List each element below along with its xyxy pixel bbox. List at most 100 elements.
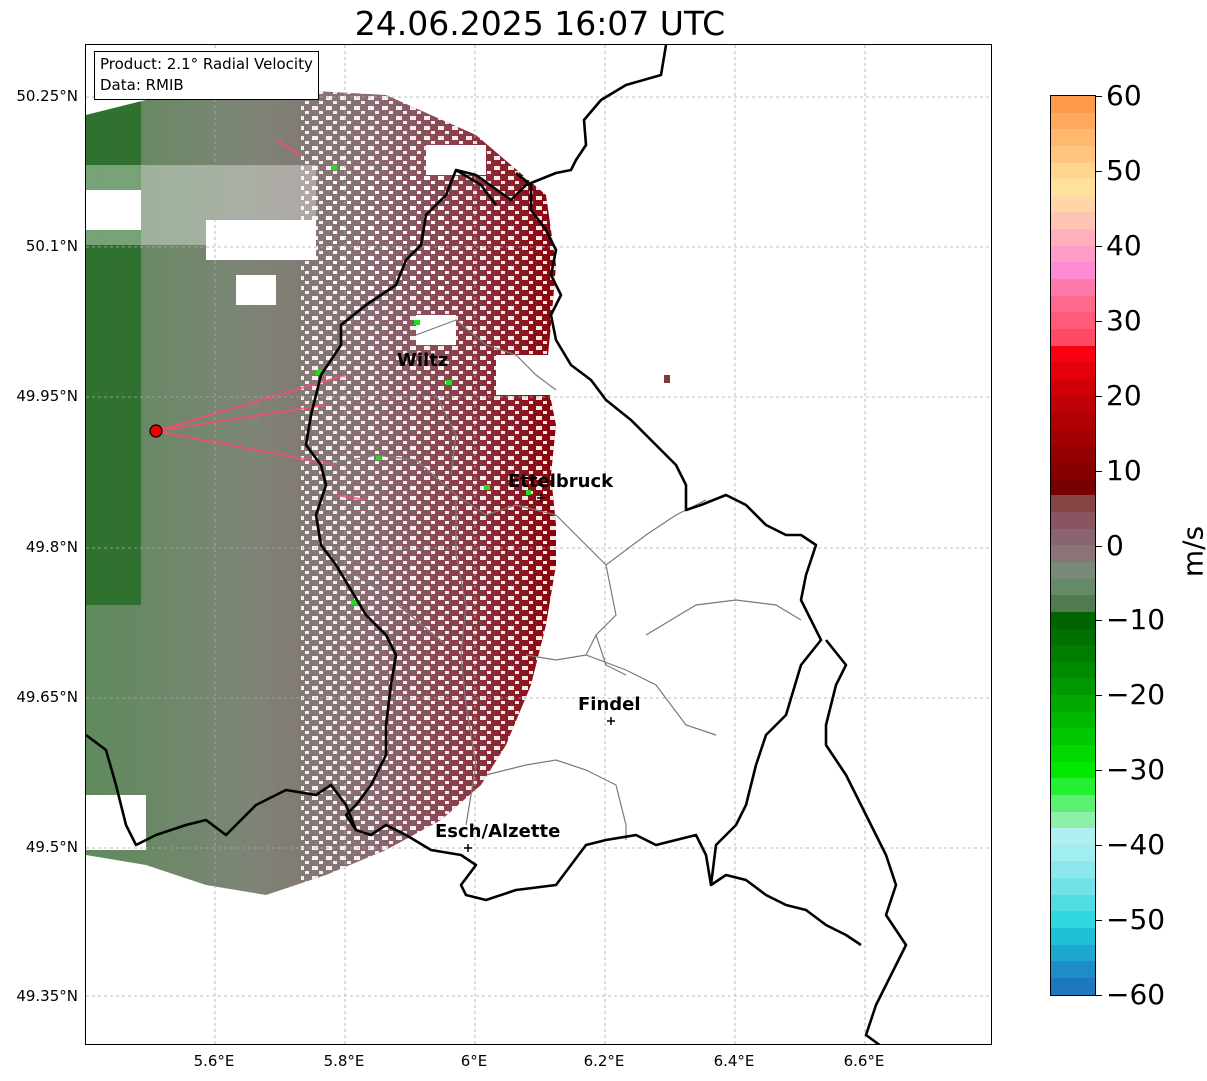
colorbar-segment — [1051, 878, 1095, 895]
colorbar-segment — [1051, 179, 1095, 196]
colorbar-segment — [1051, 728, 1095, 745]
product-label: Product: 2.1° Radial Velocity — [100, 55, 313, 73]
colorbar-segment — [1051, 112, 1095, 130]
colorbar-tick-mark — [1096, 320, 1102, 322]
radar-streaks — [155, 139, 367, 501]
colorbar-segment — [1051, 212, 1095, 230]
colorbar-segment — [1051, 794, 1095, 812]
colorbar-segment — [1051, 395, 1095, 413]
colorbar-segment — [1051, 611, 1095, 629]
colorbar-segment — [1051, 944, 1095, 962]
colorbar-tick-mark — [1096, 96, 1102, 97]
colorbar-segment — [1051, 445, 1095, 463]
colorbar-tick-label: 10 — [1106, 453, 1142, 487]
radar-echo — [86, 85, 556, 895]
colorbar-tick-label: −30 — [1106, 753, 1166, 787]
colorbar-segment — [1051, 645, 1095, 662]
colorbar-segment — [1051, 412, 1095, 429]
data-source-label: Data: RMIB — [100, 76, 184, 94]
map-title: 24.06.2025 16:07 UTC — [354, 4, 726, 43]
y-tick-label: 49.8°N — [25, 538, 78, 556]
colorbar-segment — [1051, 678, 1095, 696]
colorbar-segment — [1051, 362, 1095, 379]
colorbar-tick-label: 40 — [1106, 228, 1142, 262]
colorbar-segment — [1051, 345, 1095, 363]
colorbar-segment — [1051, 145, 1095, 163]
colorbar-segment — [1051, 229, 1095, 246]
colorbar-segment — [1051, 628, 1095, 646]
colorbar-segment — [1051, 245, 1095, 263]
colorbar-segment — [1051, 561, 1095, 579]
map-canvas — [86, 45, 991, 1044]
colorbar-tick-label: −40 — [1106, 828, 1166, 862]
y-tick-label: 49.95°N — [16, 387, 78, 405]
colorbar-tick-mark — [1096, 395, 1102, 397]
country-border — [86, 45, 908, 1044]
colorbar-tick-label: −50 — [1106, 903, 1166, 937]
colorbar-tick-label: 0 — [1106, 528, 1124, 562]
colorbar-segment — [1051, 778, 1095, 795]
colorbar-segment — [1051, 695, 1095, 712]
colorbar-tick-mark — [1096, 770, 1102, 772]
colorbar-tick-mark — [1096, 170, 1102, 172]
y-tick-label: 49.35°N — [16, 987, 78, 1005]
x-tick-label: 5.6°E — [193, 1052, 235, 1070]
colorbar-tick-mark — [1096, 845, 1102, 847]
colorbar-segment — [1051, 811, 1095, 829]
canton-borders — [325, 319, 802, 840]
colorbar-tick-mark — [1096, 545, 1102, 547]
colorbar-segment — [1051, 844, 1095, 862]
colorbar-segment — [1051, 928, 1095, 945]
city-markers — [464, 494, 615, 852]
colorbar-segment — [1051, 661, 1095, 679]
colorbar-segment — [1051, 262, 1095, 280]
colorbar-segment — [1051, 528, 1095, 546]
colorbar-tick-mark — [1096, 620, 1102, 622]
colorbar-tick-label: 30 — [1106, 303, 1142, 337]
city-label-esch-alzette: Esch/Alzette — [435, 821, 561, 842]
city-label-wiltz: Wiltz — [397, 350, 449, 371]
colorbar-tick-mark — [1096, 920, 1102, 922]
colorbar-segment — [1051, 512, 1095, 529]
colorbar-segment — [1051, 462, 1095, 479]
colorbar-segment — [1051, 545, 1095, 562]
colorbar-segment — [1051, 428, 1095, 446]
colorbar-segment — [1051, 911, 1095, 929]
colorbar-segment — [1051, 495, 1095, 513]
x-tick-label: 6.6°E — [843, 1052, 885, 1070]
colorbar-segment — [1051, 961, 1095, 978]
colorbar-segment — [1051, 578, 1095, 596]
radar-map[interactable] — [85, 44, 992, 1045]
radar-site-marker — [149, 424, 163, 438]
colorbar-tick-mark — [1096, 470, 1102, 472]
city-label-ettelbruck: Ettelbruck — [508, 471, 614, 492]
colorbar-segment — [1051, 328, 1095, 346]
colorbar-segment — [1051, 279, 1095, 296]
y-tick-label: 49.5°N — [25, 838, 78, 856]
colorbar-tick-label: −60 — [1106, 978, 1166, 1011]
colorbar-tick-label: −20 — [1106, 678, 1166, 712]
x-tick-label: 6.4°E — [713, 1052, 755, 1070]
colorbar-segment — [1051, 744, 1095, 762]
colorbar-segment — [1051, 761, 1095, 779]
colorbar-segment — [1051, 195, 1095, 213]
velocity-colorbar — [1050, 95, 1096, 996]
colorbar-tick-label: 50 — [1106, 153, 1142, 187]
x-tick-label: 5.8°E — [323, 1052, 365, 1070]
green-speckles — [316, 165, 531, 605]
colorbar-tick-label: −10 — [1106, 603, 1166, 637]
colorbar-segment — [1051, 478, 1095, 496]
colorbar-segment — [1051, 162, 1095, 180]
colorbar-segment — [1051, 129, 1095, 146]
colorbar-segment — [1051, 828, 1095, 845]
y-tick-label: 49.65°N — [16, 688, 78, 706]
colorbar-segment — [1051, 312, 1095, 329]
y-tick-label: 50.25°N — [16, 87, 78, 105]
colorbar-tick-mark — [1096, 695, 1102, 697]
colorbar-segment — [1051, 295, 1095, 313]
colorbar-segment — [1051, 861, 1095, 879]
gridlines — [86, 45, 991, 1044]
colorbar-segment — [1051, 378, 1095, 396]
colorbar-segment — [1051, 711, 1095, 729]
y-tick-label: 50.1°N — [25, 237, 78, 255]
